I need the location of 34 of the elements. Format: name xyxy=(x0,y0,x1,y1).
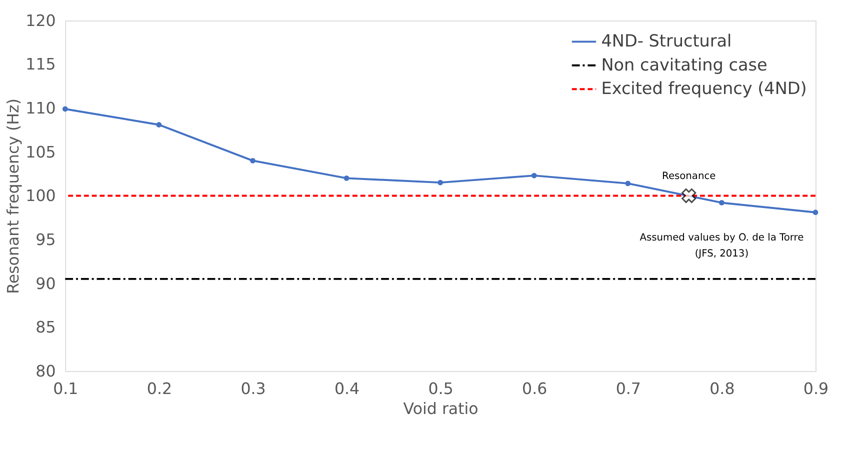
x-tick-label: 0.8 xyxy=(710,379,735,398)
point xyxy=(625,180,631,186)
y-tick-label: 110 xyxy=(26,98,56,118)
point xyxy=(62,106,68,112)
annotation: Resonance xyxy=(662,170,716,182)
x-tick-label: 0.3 xyxy=(240,379,266,398)
x-tick-label: 0.7 xyxy=(616,379,641,398)
y-tick-label: 105 xyxy=(26,142,56,162)
point xyxy=(718,200,724,206)
y-tick-label: 100 xyxy=(26,186,56,206)
x-tick-label: 0.1 xyxy=(53,379,78,398)
y-tick-label: 95 xyxy=(36,230,56,249)
x-axis-title: Void ratio xyxy=(403,398,478,418)
x-tick-label: 0.4 xyxy=(334,379,360,398)
y-tick-label: 90 xyxy=(36,274,56,293)
legend-label: 4ND- Structural xyxy=(601,30,732,51)
y-tick-label: 85 xyxy=(36,318,56,337)
legend-label: Non cavitating case xyxy=(601,54,768,74)
point xyxy=(344,175,350,181)
x-tick-label: 0.6 xyxy=(522,379,548,398)
x-tick-label: 0.9 xyxy=(803,379,829,398)
x-tick-label: 0.5 xyxy=(428,379,454,398)
point xyxy=(250,158,256,164)
point xyxy=(812,210,818,216)
y-tick-label: 120 xyxy=(26,10,56,30)
point xyxy=(156,122,162,128)
y-axis-title: Resonant frequency (Hz) xyxy=(4,98,23,294)
legend-label: Excited frequency (4ND) xyxy=(601,78,807,98)
y-tick-label: 115 xyxy=(26,54,56,74)
annotation: Assumed values by O. de la Torre (JFS, 2013) xyxy=(640,232,804,260)
point xyxy=(438,180,444,186)
x-tick-label: 0.2 xyxy=(146,379,172,398)
y-tick-label: 80 xyxy=(36,361,56,380)
point xyxy=(531,172,537,178)
